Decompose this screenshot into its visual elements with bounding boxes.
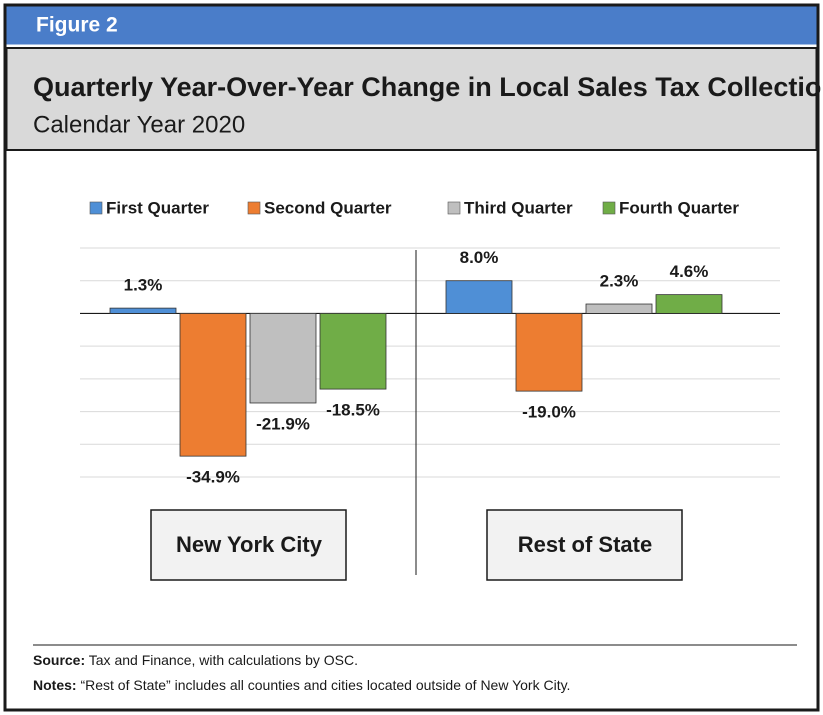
legend-swatch xyxy=(602,201,616,215)
data-label: 8.0% xyxy=(460,248,499,267)
legend-swatch xyxy=(447,201,461,215)
data-label: -18.5% xyxy=(326,401,380,420)
notes-text: “Rest of State” includes all counties an… xyxy=(80,677,570,693)
source-text: Tax and Finance, with calculations by OS… xyxy=(89,652,358,668)
bar xyxy=(179,313,247,457)
bar xyxy=(655,294,723,314)
legend-label: First Quarter xyxy=(106,198,209,217)
category-box xyxy=(486,509,683,581)
bar xyxy=(515,313,583,392)
data-label: -19.0% xyxy=(522,403,576,422)
header-bar xyxy=(6,6,817,45)
data-label: 2.3% xyxy=(600,272,639,291)
legend-swatch xyxy=(247,201,261,215)
bar xyxy=(249,313,317,404)
legend-label: Third Quarter xyxy=(464,198,573,217)
data-label: 4.6% xyxy=(670,262,709,281)
data-label: 1.3% xyxy=(124,276,163,295)
source: Source: Tax and Finance, with calculatio… xyxy=(33,652,358,668)
legend-label: Fourth Quarter xyxy=(619,198,739,217)
bar xyxy=(109,307,177,314)
chart-subtitle: Calendar Year 2020 xyxy=(33,111,245,138)
notes-label: Notes: xyxy=(33,677,77,693)
data-label: -34.9% xyxy=(186,468,240,487)
bar xyxy=(585,303,653,314)
data-label: -21.9% xyxy=(256,414,310,433)
x-tick-label: Rest of State xyxy=(518,532,652,557)
category-box xyxy=(150,509,347,581)
notes: Notes: “Rest of State” includes all coun… xyxy=(33,677,570,693)
legend-swatch xyxy=(89,201,103,215)
chart-title: Quarterly Year-Over-Year Change in Local… xyxy=(33,72,823,102)
legend-label: Second Quarter xyxy=(264,198,392,217)
bar xyxy=(319,313,387,390)
figure-label: Figure 2 xyxy=(36,14,118,37)
bar xyxy=(445,280,513,314)
source-label: Source: xyxy=(33,652,85,668)
x-tick-label: New York City xyxy=(176,532,323,557)
title-box xyxy=(5,47,818,151)
